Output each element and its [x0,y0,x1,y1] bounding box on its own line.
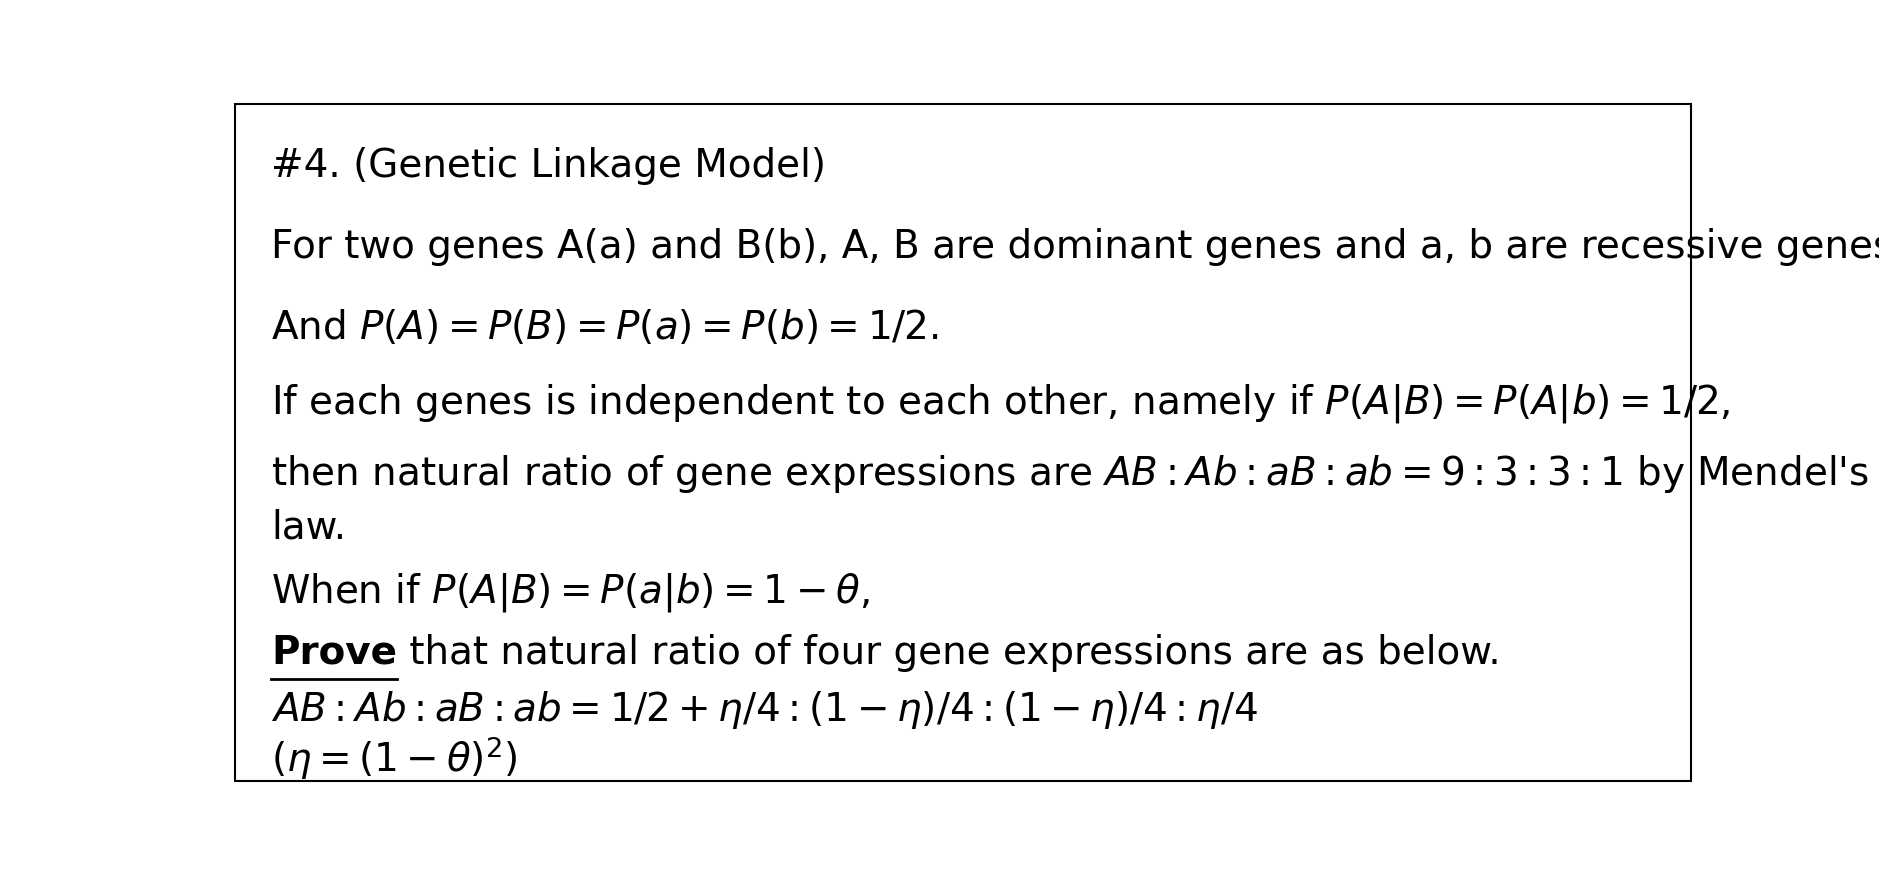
Text: then natural ratio of gene expressions are $AB : Ab : aB : ab = 9 : 3 : 3 : 1$ b: then natural ratio of gene expressions a… [271,452,1870,494]
Text: that natural ratio of four gene expressions are as below.: that natural ratio of four gene expressi… [396,633,1501,671]
Text: law.: law. [271,508,346,546]
Text: And $P(A) = P(B) = P(a) = P(b) = 1/2.$: And $P(A) = P(B) = P(a) = P(b) = 1/2.$ [271,307,940,347]
Text: #4. (Genetic Linkage Model): #4. (Genetic Linkage Model) [271,147,827,184]
Text: $AB : Ab : aB : ab = 1/2 + \eta/4 : (1 - \eta)/4 : (1 - \eta)/4 : \eta/4$: $AB : Ab : aB : ab = 1/2 + \eta/4 : (1 -… [271,688,1259,730]
Text: $(\eta = (1 - \theta)^2)$: $(\eta = (1 - \theta)^2)$ [271,734,519,781]
Text: When if $P(A|B) = P(a|b) = 1 - \theta,$: When if $P(A|B) = P(a|b) = 1 - \theta,$ [271,571,870,614]
Text: For two genes A(a) and B(b), A, B are dominant genes and a, b are recessive gene: For two genes A(a) and B(b), A, B are do… [271,227,1879,265]
Text: If each genes is independent to each other, namely if $P(A|B) = P(A|b) = 1/2,$: If each genes is independent to each oth… [271,382,1731,424]
Text: Prove: Prove [271,633,396,671]
